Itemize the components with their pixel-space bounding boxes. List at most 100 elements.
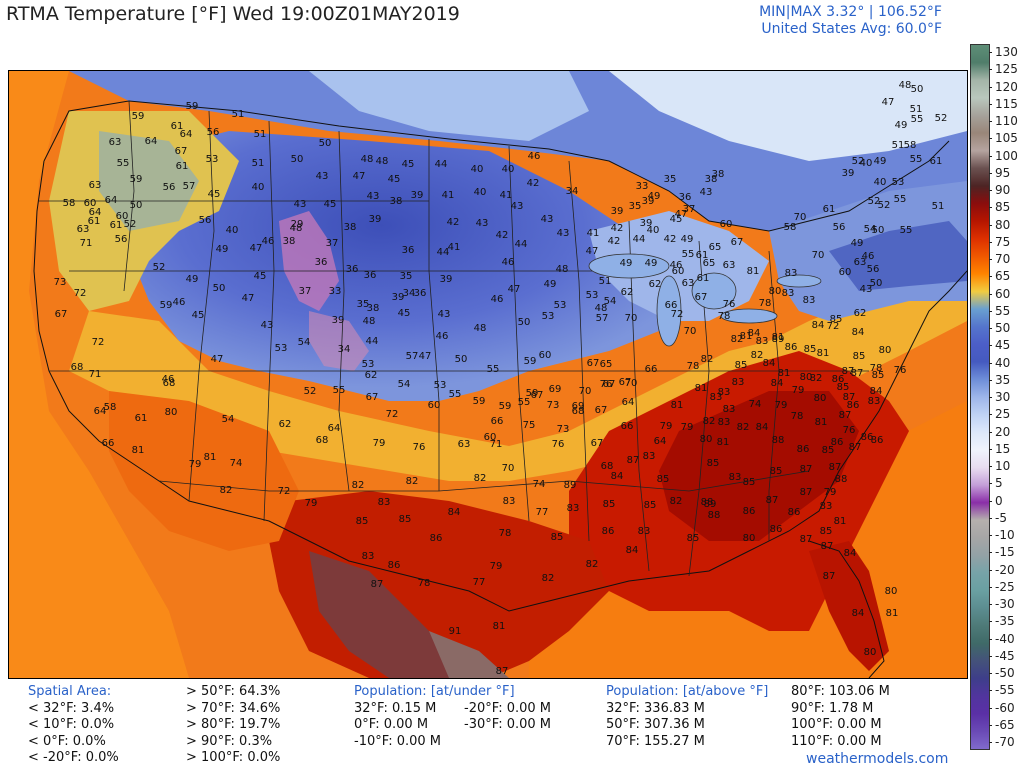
temperature-value-label: 46 bbox=[262, 236, 275, 247]
temperature-value-label: 81 bbox=[817, 348, 830, 359]
temperature-value-label: 38 bbox=[344, 222, 357, 233]
color-scale-tick-mark bbox=[989, 517, 992, 519]
color-scale-tick-label: -70 bbox=[995, 735, 1015, 749]
temperature-value-label: 83 bbox=[362, 551, 375, 562]
temperature-value-label: 52 bbox=[304, 386, 317, 397]
temperature-value-label: 56 bbox=[867, 264, 880, 275]
temperature-value-label: 84 bbox=[812, 320, 825, 331]
temperature-value-label: 62 bbox=[649, 279, 662, 290]
temperature-map[interactable]: 59 51 59 61 64 56 63 64 67 51 55 61 53 50 50 48 48 45 44 46… bbox=[8, 70, 968, 679]
color-scale-tick-mark bbox=[989, 293, 992, 295]
temperature-value-label: 36 bbox=[364, 270, 377, 281]
temperature-value-label: 82 bbox=[751, 350, 764, 361]
color-scale-tick-label: 100 bbox=[995, 148, 1018, 163]
population-above-item: 90°F: 1.78 M bbox=[791, 700, 874, 716]
temperature-value-label: 78 bbox=[687, 361, 700, 372]
color-scale-tick-label: -40 bbox=[995, 631, 1015, 646]
temperature-value-label: 33 bbox=[329, 286, 342, 297]
temperature-value-label: 48 bbox=[556, 264, 569, 275]
temperature-value-label: 66 bbox=[102, 438, 115, 449]
temperature-value-label: 58 bbox=[63, 198, 76, 209]
temperature-value-label: 70 bbox=[579, 386, 592, 397]
temperature-value-label: 45 bbox=[402, 159, 415, 170]
temperature-value-label: 60 bbox=[428, 400, 441, 411]
temperature-value-label: 82 bbox=[542, 573, 555, 584]
temperature-value-label: 65 bbox=[709, 242, 722, 253]
color-scale-tick-label: 130 bbox=[995, 45, 1018, 59]
temperature-value-label: 54 bbox=[398, 379, 411, 390]
temperature-value-label: 72 bbox=[827, 321, 840, 332]
temperature-value-label: 85 bbox=[399, 514, 412, 525]
temperature-value-label: 87 bbox=[843, 392, 856, 403]
temperature-value-label: 68 bbox=[572, 406, 585, 417]
temperature-value-label: 60 bbox=[672, 266, 685, 277]
temperature-value-label: 53 bbox=[892, 177, 905, 188]
temperature-value-label: 46 bbox=[173, 297, 186, 308]
color-scale-tick-label: 110 bbox=[995, 114, 1018, 128]
temperature-value-label: 49 bbox=[851, 238, 864, 249]
temperature-value-label: 73 bbox=[54, 277, 67, 288]
temperature-value-label: 63 bbox=[682, 278, 695, 289]
temperature-value-label: 53 bbox=[275, 343, 288, 354]
temperature-value-label: 79 bbox=[824, 487, 837, 498]
temperature-value-label: 67 bbox=[731, 237, 744, 248]
temperature-value-label: 59 bbox=[130, 174, 143, 185]
temperature-value-label: 85 bbox=[603, 499, 616, 510]
temperature-value-label: 86 bbox=[430, 533, 443, 544]
spatial-area-item: > 70°F: 34.6% bbox=[186, 700, 281, 716]
mild-transition-band bbox=[69, 286, 967, 481]
temperature-value-label: 81 bbox=[815, 417, 828, 428]
color-scale-tick-mark bbox=[989, 431, 992, 433]
color-scale-tick-label: -60 bbox=[995, 700, 1015, 715]
temperature-value-label: 68 bbox=[163, 378, 176, 389]
temperature-value-label: 87 bbox=[851, 368, 864, 379]
temperature-value-label: 83 bbox=[820, 501, 833, 512]
temperature-value-label: 51 bbox=[252, 158, 265, 169]
temperature-value-label: 72 bbox=[92, 337, 105, 348]
temperature-value-label: 36 bbox=[679, 192, 692, 203]
color-scale-tick-label: -45 bbox=[995, 648, 1015, 663]
color-scale-tick-label: -10 bbox=[995, 528, 1015, 542]
color-scale-bar bbox=[970, 44, 990, 750]
us-average-text: United States Avg: 60.0°F bbox=[761, 21, 942, 37]
temperature-value-label: 72 bbox=[671, 309, 684, 320]
temperature-value-label: 67 bbox=[175, 146, 188, 157]
temperature-value-label: 84 bbox=[611, 471, 624, 482]
temperature-value-label: 38 bbox=[712, 169, 725, 180]
temperature-value-label: 82 bbox=[474, 473, 487, 484]
temperature-value-label: 83 bbox=[729, 472, 742, 483]
watermark-link[interactable]: weathermodels.com bbox=[806, 751, 949, 767]
temperature-value-label: 59 bbox=[132, 111, 145, 122]
temperature-value-label: 87 bbox=[823, 571, 836, 582]
temperature-value-label: 47 bbox=[353, 171, 366, 182]
temperature-value-label: 85 bbox=[853, 351, 866, 362]
population-above-col1: Population: [at/above °F] 32°F: 336.83 M… bbox=[606, 684, 768, 750]
population-under-item: -30°F: 0.00 M bbox=[464, 717, 552, 732]
temperature-value-label: 72 bbox=[74, 288, 87, 299]
temperature-value-label: 45 bbox=[388, 174, 401, 185]
temperature-value-label: 29 bbox=[291, 219, 304, 230]
color-scale-tick-label: -25 bbox=[995, 579, 1015, 594]
temperature-value-label: 39 bbox=[411, 190, 424, 201]
temperature-value-label: 47 bbox=[242, 293, 255, 304]
temperature-value-label: 84 bbox=[852, 608, 865, 619]
temperature-value-label: 86 bbox=[770, 524, 783, 535]
color-scale-ticks: 130 125 120 115 110 105 100 95 90 85 80 75 70 65 60 55 5… bbox=[989, 44, 1024, 750]
color-scale-tick-mark bbox=[989, 172, 992, 174]
color-scale-tick-mark bbox=[989, 52, 992, 53]
population-under-item: 32°F: 0.15 M bbox=[354, 700, 437, 716]
temperature-value-label: 84 bbox=[756, 422, 769, 433]
color-scale-tick-label: 90 bbox=[995, 183, 1011, 197]
temperature-value-label: 57 bbox=[596, 313, 609, 324]
temperature-value-label: 36 bbox=[402, 245, 415, 256]
temperature-value-label: 82 bbox=[810, 373, 823, 384]
temperature-value-label: 35 bbox=[664, 174, 677, 185]
temperature-value-label: 80 bbox=[864, 647, 877, 658]
temperature-value-label: 41 bbox=[442, 190, 455, 201]
color-scale-tick-mark bbox=[989, 742, 992, 743]
temperature-value-label: 44 bbox=[366, 336, 379, 347]
temperature-value-label: 81 bbox=[747, 266, 760, 277]
temperature-value-label: 48 bbox=[595, 303, 608, 314]
temperature-value-label: 47 bbox=[508, 284, 521, 295]
